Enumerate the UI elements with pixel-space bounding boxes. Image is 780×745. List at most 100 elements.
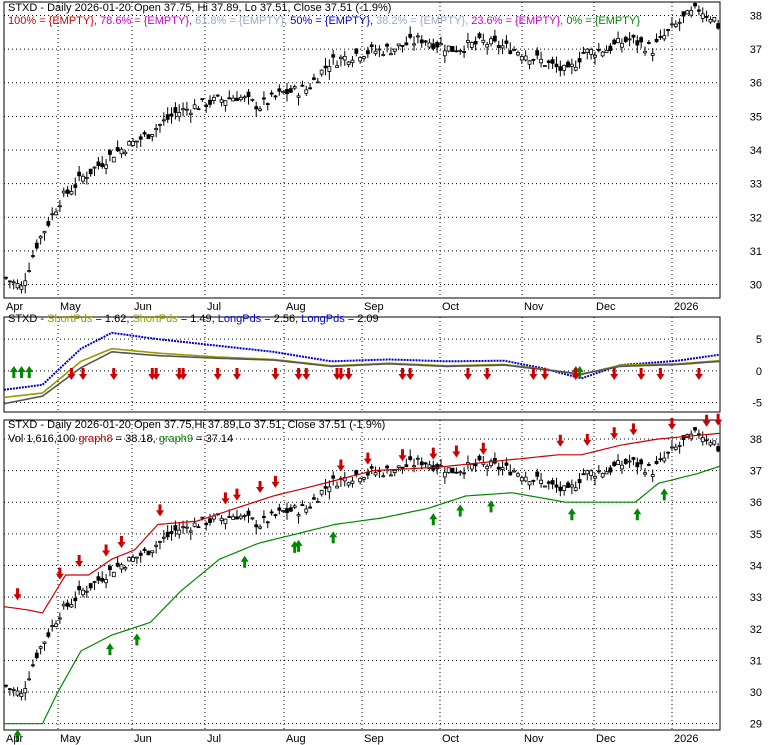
vol-item-2: = 38.18, <box>115 433 159 445</box>
fib-level-1: 78.6% = {EMPTY}, <box>100 15 196 27</box>
price-candle-body <box>54 211 58 216</box>
stop-candle-body <box>643 472 647 475</box>
y-tick-label: 0 <box>756 366 762 378</box>
price-candle-body <box>185 108 189 111</box>
sell-arrow <box>75 555 84 567</box>
price-candle-body <box>119 148 124 155</box>
price-candle-body <box>96 161 101 167</box>
stop-candle-body <box>677 445 682 447</box>
price-candle-body <box>7 280 12 283</box>
sell-arrow <box>232 488 241 501</box>
stop-candle-body <box>119 564 124 570</box>
buy-arrow <box>329 531 338 544</box>
stop-candle-body <box>42 641 47 644</box>
stop-candle-body <box>4 684 8 687</box>
price-candle-body <box>442 50 447 57</box>
price-candle-body <box>389 53 393 56</box>
stop-candle-body <box>327 486 332 493</box>
price-candle-body <box>200 98 205 101</box>
stop-candle-body <box>308 506 313 509</box>
stop-candle-body <box>188 530 193 533</box>
stop-candle-body <box>662 457 667 462</box>
sell-arrow <box>398 368 407 380</box>
price-candle-body <box>331 54 336 58</box>
price-candle-body <box>192 104 197 109</box>
price-candle-body <box>169 113 174 117</box>
price-candle-body <box>92 166 97 169</box>
stop-candle-body <box>546 481 551 484</box>
price-candle-body <box>57 205 62 208</box>
price-candle-body <box>177 112 182 118</box>
stop-candle-body <box>142 548 147 551</box>
price-candle-body <box>150 133 155 137</box>
price-candle-body <box>242 96 247 99</box>
buy-arrow <box>575 366 584 378</box>
sell-arrow <box>155 504 164 517</box>
fib-legend: 100% = {EMPTY}, 78.6% = {EMPTY}, 61.8% =… <box>8 15 640 27</box>
y-tick-label: 37 <box>750 44 762 56</box>
stop-candle-body <box>223 518 228 525</box>
price-candle-body <box>446 45 451 52</box>
stop-candle-body <box>423 462 428 465</box>
x-tick-label: Jul <box>207 301 221 313</box>
price-candle-body <box>439 43 443 46</box>
y-tick-label: 30 <box>750 687 762 699</box>
price-candle-body <box>377 48 382 51</box>
price-candle-body <box>689 9 694 16</box>
oscillator-line-2 <box>3 350 721 405</box>
y-tick-label: 33 <box>750 179 762 191</box>
stop-candle-body <box>681 435 686 440</box>
stop-candle-body <box>161 536 166 539</box>
osc-item-0: STXD - <box>8 313 48 325</box>
stop-candle-body <box>165 531 170 538</box>
stop-candle-body <box>589 470 594 476</box>
x-tick-label: Jul <box>207 733 221 745</box>
price-candle-body <box>77 171 82 177</box>
stop-candle-body <box>693 427 697 431</box>
price-candle-body <box>281 91 286 94</box>
price-candle-body <box>265 103 270 105</box>
buy-arrow <box>633 508 642 521</box>
price-candle-body <box>385 43 389 47</box>
stop-candle-body <box>673 446 678 450</box>
stop-candle-body <box>31 664 35 667</box>
stop-candle-body <box>181 526 185 529</box>
price-candle-body <box>496 45 501 48</box>
stop-candle-body <box>127 557 132 562</box>
price-candle-body <box>546 60 551 64</box>
price-candle-body <box>300 84 305 87</box>
stop-candle-body <box>346 482 351 486</box>
stop-candle-body <box>508 471 513 476</box>
sell-arrow <box>637 368 646 380</box>
price-candle-body <box>454 50 459 53</box>
stop-candle-body <box>477 455 482 461</box>
price-candle-body <box>235 97 239 101</box>
price-candle-body <box>227 97 232 100</box>
price-candle-body <box>585 48 590 53</box>
stop-candle-body <box>381 475 386 478</box>
stop-candle-body <box>88 583 93 589</box>
stop-candle-body <box>535 471 540 477</box>
price-title: STXD - Daily 2026-01-20 Open 37.75, Hi 3… <box>8 2 392 14</box>
stop-candle-body <box>354 470 359 476</box>
stop-candle-body <box>331 475 336 479</box>
sell-arrow <box>714 413 723 426</box>
stop-candle-body <box>593 476 597 479</box>
price-candle-body <box>412 43 416 46</box>
price-candle-body <box>285 89 289 95</box>
stop-candle-body <box>650 474 655 477</box>
stop-candle-body <box>258 526 262 529</box>
buy-arrow <box>567 508 576 521</box>
price-candle-body <box>535 50 540 56</box>
osc-item-3: ShortPds <box>132 313 181 325</box>
buy-arrow <box>13 729 22 742</box>
stop-candle-body <box>208 518 212 523</box>
price-candle-body <box>658 36 663 38</box>
stop-candle-body <box>300 504 305 507</box>
sell-arrow <box>256 480 265 493</box>
price-candle-body <box>342 55 347 61</box>
price-candle-body <box>350 59 355 64</box>
stop-candle-body <box>238 515 243 519</box>
osc-item-6: = 2.56, <box>264 313 302 325</box>
sell-arrow <box>78 368 87 380</box>
